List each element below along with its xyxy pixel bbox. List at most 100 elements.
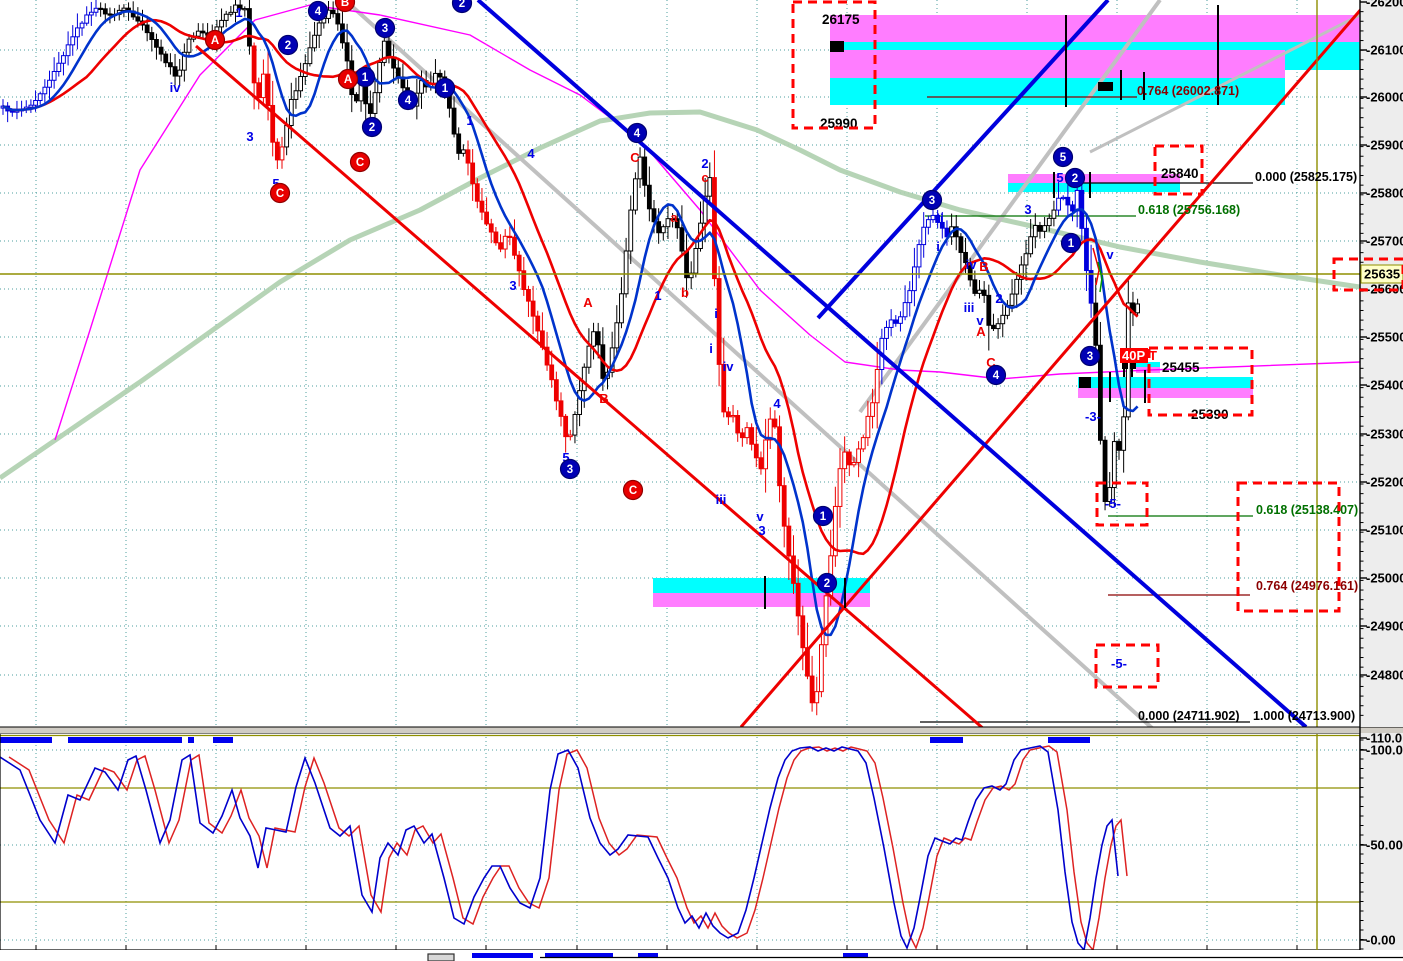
wave-label[interactable]: i bbox=[709, 341, 713, 356]
wave-circle-label[interactable]: 1 bbox=[434, 77, 456, 99]
wave-circle-label[interactable]: 2 bbox=[816, 572, 838, 594]
current-price-dashed-box[interactable] bbox=[1332, 257, 1403, 292]
wave-label[interactable]: iv bbox=[966, 257, 978, 272]
wave-circle-label[interactable]: 1 bbox=[354, 66, 376, 88]
wave-circle-label[interactable]: 2 bbox=[1064, 167, 1086, 189]
fib-level-label[interactable]: 0.764 (26002.871) bbox=[1137, 84, 1239, 98]
window-edge-box[interactable] bbox=[427, 953, 455, 961]
wave-label[interactable]: 2 bbox=[995, 291, 1002, 306]
price-panel[interactable]: 2617525990258402545525390iv135134521iiiv… bbox=[0, 0, 1369, 730]
wave-circle-label[interactable]: A bbox=[204, 29, 226, 51]
wave-circle-label[interactable]: 3 bbox=[921, 189, 943, 211]
wave-label[interactable]: -3- bbox=[1085, 409, 1101, 424]
wave-label[interactable]: v bbox=[756, 509, 764, 524]
wave-circle-label[interactable]: C bbox=[349, 151, 371, 173]
wave-circle-label[interactable]: 2 bbox=[451, 0, 473, 14]
fib-level-label[interactable]: 0.618 (25138.407) bbox=[1256, 503, 1358, 517]
wave-label[interactable]: v bbox=[1106, 247, 1114, 262]
oscillator-panel-bg[interactable] bbox=[0, 733, 1360, 950]
wave-label[interactable]: B bbox=[979, 259, 988, 274]
wave-label[interactable]: 3 bbox=[246, 129, 253, 144]
analysis-dashed-box[interactable] bbox=[1153, 144, 1204, 196]
support-resistance-zone[interactable] bbox=[1008, 174, 1180, 183]
price-level-label[interactable]: 25455 bbox=[1162, 360, 1200, 375]
current-price-tag[interactable]: 25635 bbox=[1360, 264, 1403, 284]
support-resistance-zone[interactable] bbox=[1008, 183, 1180, 192]
panel-separator[interactable] bbox=[0, 727, 1403, 734]
trendline-gray[interactable] bbox=[343, 0, 1154, 728]
wave-circle-label[interactable]: 4 bbox=[307, 0, 329, 22]
wave-circle-label[interactable]: 4 bbox=[397, 89, 419, 111]
price-level-label[interactable]: 25990 bbox=[820, 116, 858, 131]
support-resistance-zone[interactable] bbox=[1078, 377, 1253, 388]
wave-circle-label[interactable]: 4 bbox=[626, 122, 648, 144]
trendline-gray[interactable] bbox=[1089, 13, 1360, 154]
trendline-gray[interactable] bbox=[858, 0, 1162, 414]
wave-circle-label[interactable]: 2 bbox=[361, 116, 383, 138]
wave-circle-label[interactable]: 3 bbox=[559, 458, 581, 480]
risk-points-label[interactable]: 40P T bbox=[1120, 348, 1157, 363]
wave-label[interactable]: 3 bbox=[509, 278, 516, 293]
trendline-blue[interactable] bbox=[816, 0, 1110, 320]
wave-circle-label[interactable]: 3 bbox=[1079, 345, 1101, 367]
wave-label[interactable]: c bbox=[701, 170, 708, 185]
wave-label[interactable]: 4 bbox=[527, 146, 535, 161]
wave-label[interactable]: B bbox=[599, 391, 608, 406]
wave-label[interactable]: 3 bbox=[758, 523, 765, 538]
fib-level-label[interactable]: 0.000 (24711.902) bbox=[1138, 709, 1239, 723]
support-resistance-zone[interactable] bbox=[653, 578, 870, 593]
price-axis[interactable]: -26200 -26100 -26000 -25900 -25800 -25700 -256… bbox=[1332, 0, 1403, 950]
wave-label[interactable]: iv bbox=[170, 80, 182, 95]
wave-circle-label[interactable]: 1 bbox=[1060, 232, 1082, 254]
wave-label[interactable]: a bbox=[670, 210, 678, 225]
wave-label[interactable]: C bbox=[986, 355, 996, 370]
wave-label[interactable]: -5- bbox=[1105, 496, 1121, 511]
wave-label[interactable]: iv bbox=[723, 359, 735, 374]
trendline-blue[interactable] bbox=[476, 0, 1308, 727]
wave-label[interactable]: iii bbox=[964, 300, 975, 315]
analysis-dashed-box[interactable] bbox=[791, 0, 877, 130]
trendline-red[interactable] bbox=[195, 44, 985, 730]
wave-circle-label[interactable]: C bbox=[622, 479, 644, 501]
wave-label[interactable]: ii bbox=[936, 211, 943, 226]
wave-label[interactable]: C bbox=[630, 150, 640, 165]
analysis-dashed-box[interactable] bbox=[1147, 346, 1254, 417]
wave-label[interactable]: iii bbox=[716, 492, 727, 507]
oscillator-panel[interactable] bbox=[0, 733, 1360, 950]
fib-level-label[interactable]: 0.000 (25825.175) bbox=[1255, 170, 1357, 184]
wave-label[interactable]: v bbox=[976, 313, 984, 328]
wave-label[interactable]: 3 bbox=[1024, 202, 1031, 217]
fib-level-label[interactable]: 0.618 (25756.168) bbox=[1138, 203, 1240, 217]
analysis-dashed-box[interactable] bbox=[1094, 643, 1160, 689]
wave-label[interactable]: 1 bbox=[654, 288, 661, 303]
support-resistance-zone[interactable] bbox=[1285, 15, 1360, 42]
wave-label[interactable]: A bbox=[976, 324, 986, 339]
support-resistance-zone[interactable] bbox=[830, 42, 1285, 50]
wave-circle-label[interactable]: 3 bbox=[374, 17, 396, 39]
wave-circle-label[interactable]: 1 bbox=[812, 505, 834, 527]
fib-level-label[interactable]: 0.764 (24976.161) bbox=[1256, 579, 1358, 593]
wave-circle-label[interactable]: 5 bbox=[1052, 146, 1074, 168]
wave-label[interactable]: -5- bbox=[1111, 656, 1127, 671]
wave-label[interactable]: 5 bbox=[562, 450, 569, 465]
wave-label[interactable]: 5 bbox=[272, 176, 279, 191]
wave-label[interactable]: 4 bbox=[773, 396, 781, 411]
wave-circle-label[interactable]: B bbox=[334, 0, 356, 13]
fib-level-label[interactable]: 1.000 (24713.900) bbox=[1253, 709, 1355, 723]
oscillator-axis[interactable]: -110.0-100.00 -50.00 -0.00 bbox=[1360, 731, 1403, 950]
support-resistance-zone[interactable] bbox=[1078, 388, 1253, 398]
wave-label[interactable]: b bbox=[681, 285, 689, 300]
wave-circle-label[interactable]: 4 bbox=[985, 364, 1007, 386]
wave-label[interactable]: A bbox=[583, 295, 593, 310]
wave-circle-label[interactable]: A bbox=[337, 68, 359, 90]
wave-circle-label[interactable]: C bbox=[269, 182, 291, 204]
wave-label[interactable]: i bbox=[714, 306, 718, 321]
price-level-label[interactable]: 26175 bbox=[822, 12, 860, 27]
wave-label[interactable]: 2 bbox=[701, 156, 708, 171]
wave-label[interactable]: 1 bbox=[466, 113, 473, 128]
price-level-label[interactable]: 25840 bbox=[1161, 166, 1199, 181]
support-resistance-zone[interactable] bbox=[653, 593, 870, 607]
wave-circle-label[interactable]: 2 bbox=[277, 34, 299, 56]
wave-label[interactable]: i bbox=[936, 239, 940, 254]
